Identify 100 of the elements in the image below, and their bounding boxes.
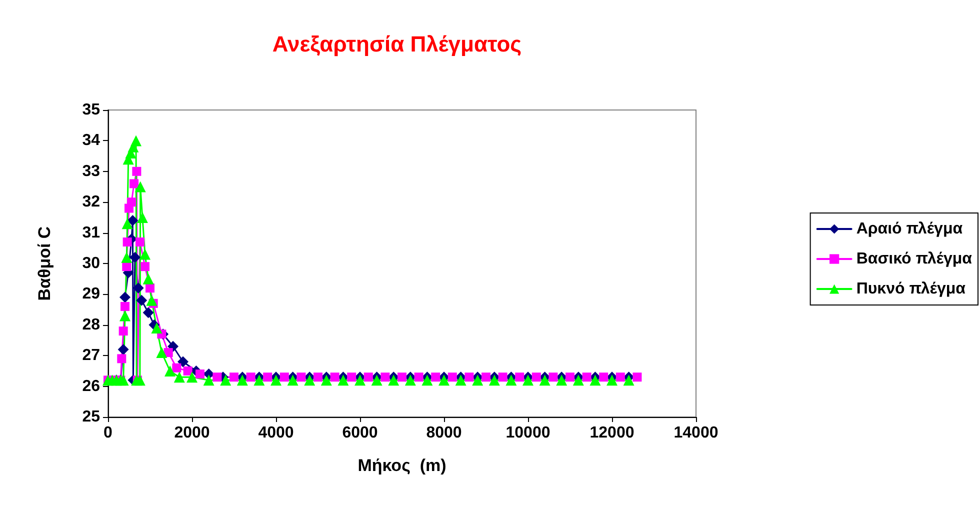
point xyxy=(118,374,129,386)
point xyxy=(599,372,608,382)
point xyxy=(164,348,173,358)
point xyxy=(142,307,154,318)
point xyxy=(354,374,366,386)
point xyxy=(572,374,584,386)
y-tick-label: 29 xyxy=(82,286,100,303)
y-tick-label: 35 xyxy=(82,102,100,118)
point xyxy=(195,370,204,379)
point xyxy=(246,372,256,382)
point xyxy=(263,372,272,382)
point xyxy=(134,374,146,386)
x-axis-title: Μήκος (m) xyxy=(358,456,446,475)
point xyxy=(136,238,145,247)
point xyxy=(287,374,298,386)
point xyxy=(606,374,618,386)
point xyxy=(174,372,185,383)
point xyxy=(330,372,340,382)
y-tick-label: 28 xyxy=(82,316,100,334)
y-tick-label: 30 xyxy=(82,255,100,272)
point xyxy=(130,135,142,146)
point xyxy=(130,252,141,263)
point xyxy=(280,372,289,382)
point xyxy=(236,374,248,386)
point xyxy=(632,372,642,382)
x-tick-label: 8000 xyxy=(426,424,462,442)
point xyxy=(220,374,232,386)
point xyxy=(127,215,138,226)
point xyxy=(122,218,133,230)
point xyxy=(320,374,332,386)
point xyxy=(522,374,534,386)
point xyxy=(548,372,558,382)
point xyxy=(183,366,192,376)
point xyxy=(151,322,162,334)
y-tick-label: 27 xyxy=(82,347,100,364)
point xyxy=(212,372,222,382)
legend-label: Βασικό πλέγμα xyxy=(856,250,972,268)
point xyxy=(414,372,424,382)
point xyxy=(438,374,450,386)
point xyxy=(122,238,132,247)
point xyxy=(448,372,457,382)
point xyxy=(156,347,168,358)
x-tick-label: 6000 xyxy=(342,424,378,442)
point xyxy=(304,374,316,386)
point xyxy=(140,262,150,272)
point xyxy=(472,374,484,386)
point xyxy=(364,372,373,382)
legend-label: Πυκνό πλέγμα xyxy=(856,280,966,298)
point xyxy=(539,374,550,386)
point xyxy=(140,248,150,260)
x-tick-label: 12000 xyxy=(590,424,634,442)
point xyxy=(178,356,189,368)
point xyxy=(136,294,148,306)
point xyxy=(132,282,144,294)
y-tick-label: 32 xyxy=(82,194,100,211)
point xyxy=(130,179,139,188)
y-tick-label: 31 xyxy=(82,224,100,242)
x-tick-label: 0 xyxy=(104,424,113,442)
point xyxy=(134,181,146,192)
y-tick-label: 26 xyxy=(82,378,100,395)
point xyxy=(254,374,265,386)
legend-label: Αραιό πλέγμα xyxy=(856,220,963,238)
point xyxy=(388,374,400,386)
y-tick-label: 25 xyxy=(82,408,100,426)
point xyxy=(186,372,198,383)
point xyxy=(296,372,306,382)
point xyxy=(566,372,574,382)
point xyxy=(203,374,214,386)
y-axis-title: Βαθμοί C xyxy=(35,226,54,301)
point xyxy=(142,273,154,284)
point xyxy=(146,284,154,293)
x-tick-label: 10000 xyxy=(506,424,550,442)
point xyxy=(172,363,182,372)
point xyxy=(120,302,130,311)
point xyxy=(488,374,500,386)
point xyxy=(590,374,601,386)
point xyxy=(422,374,433,386)
point xyxy=(338,374,349,386)
point xyxy=(164,365,176,376)
chart-title: Ανεξαρτησία Πλέγματος xyxy=(272,32,522,56)
point xyxy=(616,372,625,382)
point xyxy=(118,326,128,336)
point xyxy=(127,198,136,207)
x-tick-label: 2000 xyxy=(174,424,210,442)
point xyxy=(371,374,382,386)
point xyxy=(270,374,282,386)
point xyxy=(146,294,158,306)
point xyxy=(314,372,322,382)
point xyxy=(118,344,129,355)
point xyxy=(230,372,238,382)
x-tick-label: 4000 xyxy=(258,424,294,442)
point xyxy=(404,374,416,386)
point xyxy=(121,252,132,263)
point xyxy=(623,374,634,386)
y-tick-label: 33 xyxy=(82,162,100,180)
point xyxy=(515,372,524,382)
point xyxy=(347,372,356,382)
point xyxy=(556,374,568,386)
point xyxy=(117,354,126,364)
point xyxy=(482,372,490,382)
